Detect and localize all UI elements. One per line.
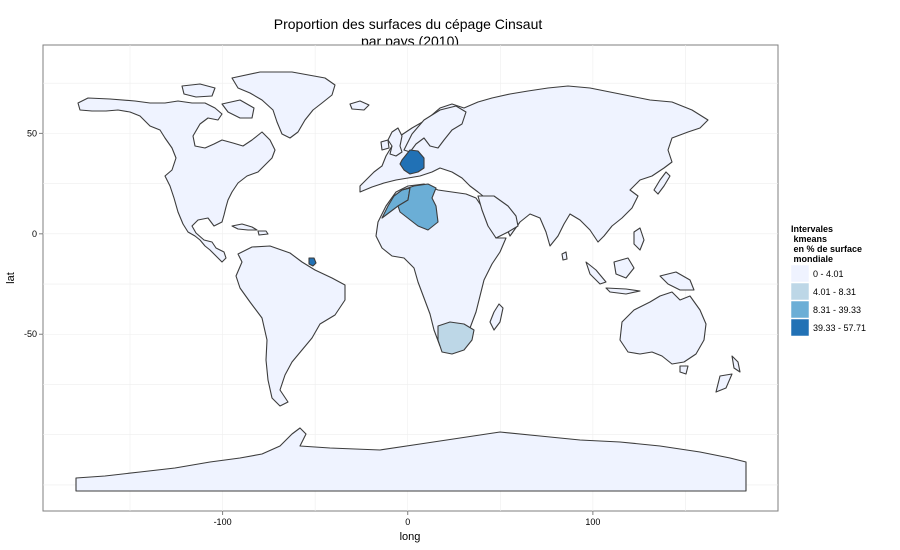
country-sri-lanka [561,251,568,261]
country-java [605,287,641,295]
chart-title: Proportion des surfaces du cépage Cinsau… [274,16,543,32]
x-tick-label: -100 [214,517,232,527]
country-hispaniola [257,230,269,236]
country-antarctica [75,427,747,492]
country-cuba [231,223,258,231]
country-north-america [77,97,276,263]
country-greenland [231,71,336,139]
country-africa [375,183,507,351]
y-axis-ticks: 50 0 -50 [24,128,43,339]
y-tick-label: -50 [24,329,37,339]
country-indonesia-sumatra [585,261,607,285]
country-arctic-islands [181,83,216,98]
legend-swatch [790,282,810,301]
country-japan [653,171,671,195]
land-layer [75,71,747,492]
country-baffin-island [221,99,255,119]
legend: Intervales kmeans en % de surface mondia… [790,224,866,337]
legend-title-line-2: kmeans [791,234,827,244]
country-ireland [380,139,390,151]
legend-title-line-1: Intervales [791,224,833,234]
country-borneo [613,257,635,279]
country-french-guiana [308,257,317,267]
legend-items: 0 - 4.01 4.01 - 8.31 8.31 - 39.33 39.33 - 5… [790,264,866,337]
x-axis-label: long [400,531,421,543]
country-scandinavia [403,105,467,153]
country-new-zealand-north [731,355,741,373]
country-new-guinea [659,271,695,291]
country-australia [619,291,707,365]
legend-label: 4.01 - 8.31 [813,287,856,297]
country-south-america [235,245,346,407]
country-south-africa [437,321,475,355]
y-tick-label: 0 [32,229,37,239]
country-arabian-peninsula [477,195,519,239]
highlighted-countries [308,149,475,355]
x-tick-label: 100 [585,517,600,527]
y-axis-label: lat [5,272,17,284]
country-madagascar [489,303,504,331]
country-algeria [397,183,439,231]
legend-title-line-3: en % de surface [791,244,862,254]
legend-label: 0 - 4.01 [813,269,844,279]
country-tasmania [679,365,689,375]
country-new-zealand-south [715,373,733,393]
legend-swatch [790,318,810,337]
legend-title-line-4: mondiale [791,254,833,264]
country-philippines [633,227,645,251]
x-axis-ticks: -100 0 100 [214,511,600,527]
country-united-kingdom [387,127,403,157]
country-iceland [349,100,370,111]
legend-label: 39.33 - 57.71 [813,323,866,333]
country-france [399,149,425,175]
x-tick-label: 0 [405,517,410,527]
y-tick-label: 50 [27,128,37,138]
legend-label: 8.31 - 39.33 [813,305,861,315]
legend-swatch [790,300,810,319]
legend-swatch [790,264,810,283]
